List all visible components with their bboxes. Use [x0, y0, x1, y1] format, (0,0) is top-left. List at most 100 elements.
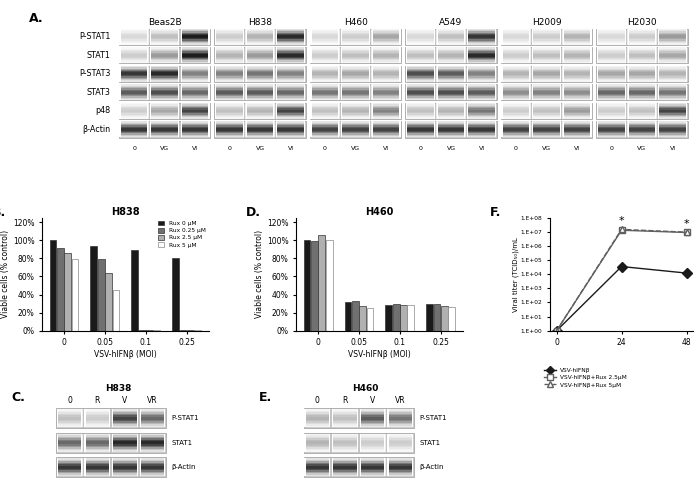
Bar — [312, 132, 338, 134]
Bar — [342, 99, 369, 100]
Bar — [312, 32, 338, 33]
Bar — [247, 30, 273, 32]
Bar — [598, 114, 624, 115]
Bar — [216, 122, 243, 123]
Bar — [151, 132, 178, 134]
Bar — [598, 103, 624, 104]
Bar — [333, 461, 357, 462]
Bar — [373, 123, 399, 124]
Bar — [247, 87, 273, 88]
Bar — [372, 48, 400, 63]
Bar — [361, 434, 384, 435]
Bar — [121, 114, 147, 115]
Bar — [216, 71, 243, 72]
Bar — [659, 86, 686, 87]
Bar — [361, 458, 384, 460]
Bar — [407, 71, 434, 72]
Bar — [216, 98, 243, 99]
Bar — [312, 66, 338, 67]
Bar — [139, 458, 165, 476]
Bar — [172, 258, 179, 330]
Bar — [659, 104, 686, 106]
Bar — [342, 112, 369, 114]
Bar — [247, 38, 273, 40]
Bar — [85, 468, 109, 470]
Bar — [342, 90, 369, 91]
Text: A.: A. — [29, 12, 43, 26]
Bar — [121, 36, 147, 38]
Bar — [216, 132, 243, 134]
Bar — [503, 124, 529, 126]
Bar — [277, 106, 304, 107]
Bar — [361, 426, 384, 428]
Bar — [468, 106, 495, 107]
Bar — [407, 110, 434, 111]
Bar — [121, 62, 147, 63]
Bar — [438, 30, 464, 32]
Bar — [182, 78, 209, 79]
Bar — [120, 84, 148, 100]
Bar — [141, 464, 164, 466]
Bar — [438, 94, 464, 95]
Bar — [181, 84, 210, 100]
Bar — [58, 423, 81, 424]
Bar — [141, 449, 164, 450]
Bar — [312, 112, 338, 114]
Bar — [312, 30, 338, 32]
Bar — [438, 91, 464, 92]
Bar — [407, 88, 434, 90]
Bar — [333, 470, 357, 472]
Bar — [216, 130, 243, 132]
Bar — [468, 33, 495, 34]
Bar — [310, 122, 340, 137]
Bar — [151, 58, 178, 59]
Bar — [405, 121, 497, 138]
Bar — [533, 116, 560, 117]
Bar — [85, 418, 109, 420]
Bar — [277, 80, 304, 82]
Bar — [533, 99, 560, 100]
Text: V: V — [370, 396, 375, 405]
Bar — [503, 106, 529, 107]
Bar — [277, 75, 304, 76]
Bar — [58, 442, 81, 444]
Bar — [306, 420, 329, 422]
Bar — [629, 68, 655, 70]
Bar — [85, 412, 109, 414]
Bar — [389, 464, 412, 466]
Bar — [247, 90, 273, 91]
Bar — [407, 30, 434, 32]
Bar — [438, 76, 464, 78]
Bar — [132, 250, 138, 330]
Bar — [342, 56, 369, 58]
Bar — [533, 72, 560, 74]
Bar — [659, 123, 686, 124]
Bar — [312, 99, 338, 100]
Bar — [596, 47, 688, 64]
Bar — [342, 79, 369, 80]
Bar — [113, 467, 136, 468]
Bar — [659, 40, 686, 42]
Bar — [438, 29, 464, 30]
Bar — [333, 467, 357, 468]
Bar — [389, 462, 412, 464]
Bar — [277, 50, 304, 51]
Bar — [312, 122, 338, 123]
Bar — [141, 420, 164, 422]
Bar — [277, 134, 304, 136]
Bar — [342, 66, 369, 67]
Bar — [533, 87, 560, 88]
Bar — [468, 66, 495, 67]
Bar — [342, 130, 369, 132]
Bar — [533, 111, 560, 112]
Bar — [121, 91, 147, 92]
Bar — [503, 111, 529, 112]
Bar — [361, 414, 384, 416]
Bar — [438, 132, 464, 134]
Bar — [150, 48, 179, 63]
Bar — [306, 472, 329, 473]
Bar — [306, 446, 329, 448]
X-axis label: VSV-hIFNβ (MOI): VSV-hIFNβ (MOI) — [348, 350, 411, 359]
Bar — [150, 66, 179, 82]
Bar — [333, 418, 357, 420]
